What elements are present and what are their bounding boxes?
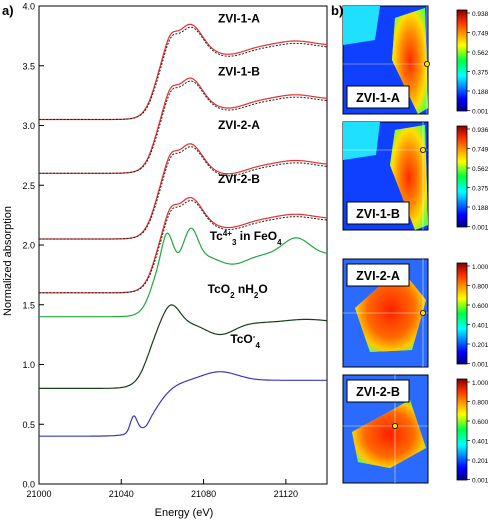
colorbar-tick-label: 0.001	[472, 478, 489, 485]
series-label: TcO-4	[230, 331, 260, 349]
y-tick-label: 4.0	[22, 2, 35, 12]
xrf-maps: ZVI-1-A0.9380.7490.5620.3750.1880.001ZVI…	[342, 5, 489, 485]
colorbar-tick-label: 0.600	[472, 303, 489, 310]
series-fit-line	[39, 23, 328, 121]
colorbar-tick-label: 0.401	[472, 439, 489, 446]
map-hotspot	[352, 400, 426, 468]
series-data-line	[39, 200, 328, 294]
series-line	[39, 227, 328, 318]
map-region	[343, 122, 380, 160]
y-axis-label: Normalized absorption	[2, 206, 14, 316]
y-tick-label: 1.5	[22, 300, 35, 310]
colorbar-tick-label: 0.201	[472, 458, 489, 465]
colorbar-tick-label: 0.562	[472, 50, 489, 57]
map-name-box: ZVI-2-B	[346, 379, 410, 403]
map-panel: ZVI-1-A 0.938 0.749 0.562 0.375 0.188 0.001	[342, 5, 489, 116]
colorbar-tick-label: 0.401	[472, 323, 489, 330]
colorbar-tick-label: 0.001	[472, 109, 489, 116]
colorbar-tick-label: 1.000	[472, 264, 489, 271]
x-tick-label: 21000	[26, 489, 51, 499]
colorbar-tick-label: 0.201	[472, 342, 489, 349]
series-line	[39, 304, 328, 389]
series-label: Tc4+3 in FeO4	[210, 229, 282, 247]
y-tick-label: 3.0	[22, 121, 35, 131]
colorbar-tick-label: 1.000	[472, 380, 489, 387]
series-data-line	[39, 146, 328, 240]
colorbar-tick-label: 0.001	[472, 362, 489, 369]
colorbar: 1.000 0.800 0.600 0.401 0.201 0.001	[456, 262, 489, 369]
colorbar-tick-label: 0.001	[472, 225, 489, 232]
y-tick-label: 0.0	[22, 480, 35, 490]
series-fit-line	[39, 77, 328, 174]
series-fit-line	[39, 143, 328, 240]
sample-point-marker	[419, 146, 426, 153]
map-panel: ZVI-2-A 1.000 0.800 0.600 0.401 0.201 0.001	[342, 258, 489, 369]
x-tick-label: 21080	[191, 489, 216, 499]
map-hotspot	[392, 8, 428, 114]
colorbar-tick-label: 0.188	[472, 89, 489, 96]
colorbar-tick-label: 0.749	[472, 31, 489, 38]
map-panel: ZVI-1-B 0.936 0.749 0.562 0.375 0.188 0.001	[342, 121, 489, 232]
colorbar-tick-label: 0.936	[472, 127, 489, 134]
y-tick-label: 2.5	[22, 181, 35, 191]
series-label: ZVI-2-B	[218, 172, 260, 186]
series-fit-line	[39, 196, 328, 294]
series-data-line	[39, 80, 328, 174]
series-line	[39, 371, 327, 437]
y-tick-label: 2.0	[22, 241, 35, 251]
colorbar-tick-label: 0.938	[472, 11, 489, 18]
series-label: ZVI-1-B	[218, 64, 260, 78]
map-hotspot	[390, 125, 428, 230]
colorbar-tick-label: 0.375	[472, 70, 489, 77]
map-name-box: ZVI-1-A	[346, 85, 410, 109]
series-label: ZVI-1-A	[218, 12, 260, 26]
panel-b-label: b)	[331, 3, 343, 18]
y-tick-label: 3.5	[22, 61, 35, 71]
colorbar: 1.000 0.800 0.600 0.401 0.201 0.001	[456, 378, 489, 485]
series-label: ZVI-2-A	[218, 118, 260, 132]
colorbar-tick-label: 0.800	[472, 284, 489, 291]
colorbar-tick-label: 0.188	[472, 205, 489, 212]
colorbar-tick-label: 0.800	[472, 400, 489, 407]
map-name: ZVI-1-B	[356, 207, 400, 221]
x-axis-label: Energy (eV)	[155, 507, 214, 519]
x-tick-label: 21040	[109, 489, 134, 499]
colorbar: 0.936 0.749 0.562 0.375 0.188 0.001	[456, 125, 489, 232]
series-label: TcO2 nH2O	[208, 282, 268, 300]
xanes-plot: 0.0 0.5 1.0 1.5 2.0 2.5 3.0 3.5 4.0 21000 21040 210…	[22, 2, 328, 499]
map-panel: ZVI-2-B 1.000 0.800 0.600 0.401 0.201 0.001	[342, 374, 489, 485]
y-tick-label: 1.0	[22, 360, 35, 370]
panel-a-label: a)	[2, 3, 14, 18]
colorbar: 0.938 0.749 0.562 0.375 0.188 0.001	[456, 9, 489, 116]
colorbar-tick-label: 0.562	[472, 166, 489, 173]
y-tick-label: 0.5	[22, 420, 35, 430]
map-name: ZVI-2-B	[356, 385, 400, 399]
sample-point-marker	[391, 422, 398, 429]
map-name: ZVI-2-A	[356, 269, 400, 283]
map-name: ZVI-1-A	[356, 91, 400, 105]
sample-point-marker	[423, 61, 430, 68]
map-hotspot	[355, 268, 426, 352]
map-name-box: ZVI-1-B	[346, 201, 410, 225]
series-data-line	[39, 26, 328, 120]
map-region	[343, 6, 380, 45]
map-name-box: ZVI-2-A	[346, 263, 410, 287]
colorbar-tick-label: 0.600	[472, 419, 489, 426]
colorbar-tick-label: 0.749	[472, 147, 489, 154]
sample-point-marker	[419, 309, 426, 316]
x-tick-label: 21120	[274, 489, 298, 499]
colorbar-tick-label: 0.375	[472, 186, 489, 193]
